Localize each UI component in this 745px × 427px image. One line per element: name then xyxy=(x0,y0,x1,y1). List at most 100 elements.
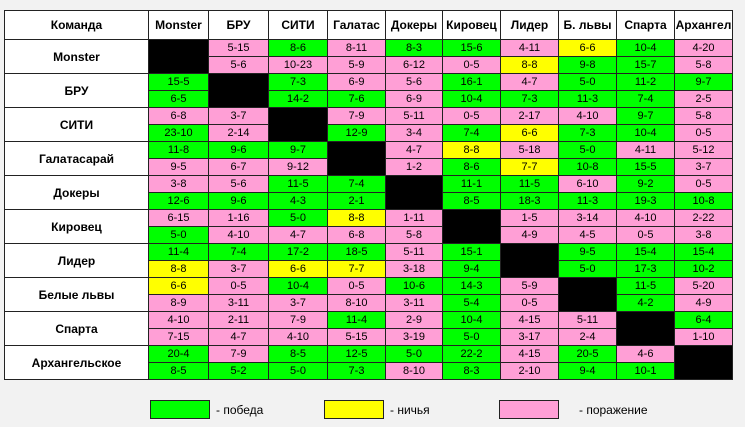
second-game-score: 4-10 xyxy=(269,329,327,345)
second-game-score: 23-10 xyxy=(149,125,208,141)
second-game-score: 8-9 xyxy=(149,295,208,311)
column-header: СИТИ xyxy=(268,10,328,40)
match-cell: 17-2 6-6 xyxy=(268,243,328,278)
second-game-score: 2-14 xyxy=(209,125,268,141)
match-cell: 5-20 4-9 xyxy=(674,277,733,312)
match-cell: 5-12 3-7 xyxy=(674,141,733,176)
team-name: Кировец xyxy=(4,209,149,244)
table-row: Докеры 3-8 12-6 5-6 9-6 11-5 4-3 7-4 2-1 11-1 8-5 1… xyxy=(4,175,733,210)
second-game-score: 5-0 xyxy=(559,261,616,277)
second-game-score: 9-8 xyxy=(559,57,616,73)
second-game-score: 5-8 xyxy=(675,57,732,73)
match-cell: 5-0 8-10 xyxy=(385,345,443,380)
second-game-score: 5-0 xyxy=(269,363,327,379)
match-cell: 11-5 4-3 xyxy=(268,175,328,210)
match-cell: 8-11 5-9 xyxy=(327,39,386,74)
first-game-score: 15-6 xyxy=(443,40,500,57)
self-match-cell xyxy=(148,39,209,74)
match-cell: 10-4 5-0 xyxy=(442,311,501,346)
second-game-score: 5-0 xyxy=(149,227,208,243)
first-game-score: 5-0 xyxy=(559,142,616,159)
first-game-score: 4-15 xyxy=(501,312,558,329)
self-match-cell xyxy=(674,345,733,380)
match-cell: 5-11 3-18 xyxy=(385,243,443,278)
team-name: Лидер xyxy=(4,243,149,278)
match-cell: 11-4 8-8 xyxy=(148,243,209,278)
match-cell: 3-8 12-6 xyxy=(148,175,209,210)
second-game-score: 17-3 xyxy=(617,261,674,277)
second-game-score: 6-9 xyxy=(386,91,442,107)
team-name: Monster xyxy=(4,39,149,74)
match-cell: 11-5 18-3 xyxy=(500,175,559,210)
first-game-score: 8-5 xyxy=(269,346,327,363)
legend-loss: - поражение xyxy=(499,400,648,419)
match-cell: 8-8 6-8 xyxy=(327,209,386,244)
second-game-score: 8-5 xyxy=(443,193,500,209)
second-game-score: 3-7 xyxy=(209,261,268,277)
first-game-score: 5-20 xyxy=(675,278,732,295)
column-header: Галатас xyxy=(327,10,386,40)
first-game-score: 4-11 xyxy=(617,142,674,159)
second-game-score: 7-7 xyxy=(328,261,385,277)
match-cell: 4-11 8-8 xyxy=(500,39,559,74)
second-game-score: 0-5 xyxy=(617,227,674,243)
first-game-score: 22-2 xyxy=(443,346,500,363)
match-cell: 6-9 7-6 xyxy=(327,73,386,108)
match-cell: 12-5 7-3 xyxy=(327,345,386,380)
first-game-score: 11-1 xyxy=(443,176,500,193)
match-cell: 5-15 5-6 xyxy=(208,39,269,74)
first-game-score: 6-9 xyxy=(328,74,385,91)
second-game-score: 10-8 xyxy=(559,159,616,175)
match-cell: 5-0 10-8 xyxy=(558,141,617,176)
first-game-score: 10-4 xyxy=(269,278,327,295)
match-cell: 10-4 3-7 xyxy=(268,277,328,312)
second-game-score: 5-4 xyxy=(443,295,500,311)
team-name: Докеры xyxy=(4,175,149,210)
second-game-score: 4-2 xyxy=(617,295,674,311)
match-cell: 8-5 5-0 xyxy=(268,345,328,380)
second-game-score: 7-7 xyxy=(501,159,558,175)
second-game-score: 3-11 xyxy=(386,295,442,311)
match-cell: 1-11 5-8 xyxy=(385,209,443,244)
second-game-score: 5-2 xyxy=(209,363,268,379)
match-cell: 18-5 7-7 xyxy=(327,243,386,278)
second-game-score: 4-3 xyxy=(269,193,327,209)
second-game-score: 14-2 xyxy=(269,91,327,107)
second-game-score: 10-4 xyxy=(443,91,500,107)
second-game-score: 3-19 xyxy=(386,329,442,345)
match-cell: 6-6 9-8 xyxy=(558,39,617,74)
legend-draw-label: - ничья xyxy=(390,402,430,417)
match-cell: 9-5 5-0 xyxy=(558,243,617,278)
first-game-score: 8-6 xyxy=(269,40,327,57)
second-game-score: 0-5 xyxy=(501,295,558,311)
match-cell: 11-8 9-5 xyxy=(148,141,209,176)
second-game-score: 11-3 xyxy=(559,193,616,209)
first-game-score: 7-3 xyxy=(269,74,327,91)
first-game-score: 4-10 xyxy=(149,312,208,329)
first-game-score: 4-7 xyxy=(501,74,558,91)
first-game-score: 5-6 xyxy=(209,176,268,193)
second-game-score: 8-10 xyxy=(328,295,385,311)
column-header: Лидер xyxy=(500,10,559,40)
second-game-score: 9-4 xyxy=(559,363,616,379)
first-game-score: 2-22 xyxy=(675,210,732,227)
first-game-score: 4-6 xyxy=(617,346,674,363)
first-game-score: 14-3 xyxy=(443,278,500,295)
self-match-cell xyxy=(385,175,443,210)
self-match-cell xyxy=(442,209,501,244)
match-cell: 5-11 3-4 xyxy=(385,107,443,142)
second-game-score: 2-10 xyxy=(501,363,558,379)
match-cell: 5-8 0-5 xyxy=(674,107,733,142)
match-cell: 20-4 8-5 xyxy=(148,345,209,380)
table-row: Monster 5-15 5-6 8-6 10-23 8-11 5-9 8-3 6-12 15-6… xyxy=(4,39,733,74)
first-game-score: 6-15 xyxy=(149,210,208,227)
second-game-score: 2-4 xyxy=(559,329,616,345)
table-row: Галатасарай 11-8 9-5 9-6 6-7 9-7 9-12 4-7 1-2 8-8… xyxy=(4,141,733,176)
first-game-score: 10-6 xyxy=(386,278,442,295)
column-header: БРУ xyxy=(208,10,269,40)
first-game-score: 5-11 xyxy=(386,244,442,261)
match-cell: 14-3 5-4 xyxy=(442,277,501,312)
first-game-score: 0-5 xyxy=(328,278,385,295)
first-game-score: 9-5 xyxy=(559,244,616,261)
column-header: Кировец xyxy=(442,10,501,40)
